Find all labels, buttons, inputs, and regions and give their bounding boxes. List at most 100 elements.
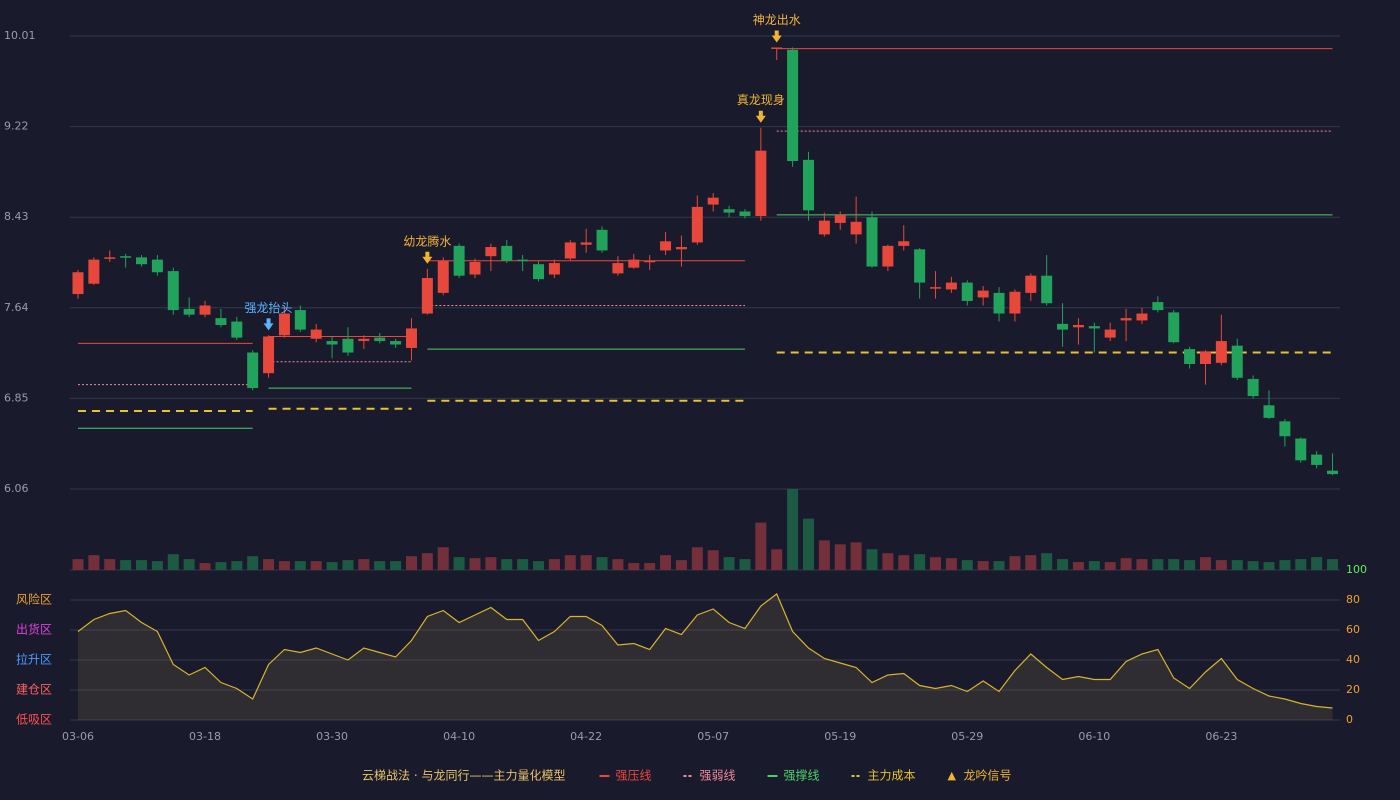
candle-body: [548, 263, 560, 275]
volume-bar: [215, 562, 227, 570]
legend-title: 云梯战法 · 与龙同行——主力量化模型: [362, 769, 565, 783]
candle-body: [215, 318, 227, 326]
candle-body: [1104, 329, 1116, 338]
x-tick-label: 04-10: [443, 730, 475, 743]
candle-body: [231, 321, 243, 338]
candle-body: [485, 247, 497, 257]
candle-body: [310, 329, 322, 339]
volume-bar: [437, 547, 449, 570]
volume-bar: [405, 556, 417, 570]
volume-bar: [691, 547, 703, 570]
volume-bar: [1041, 553, 1053, 570]
volume-bar: [72, 559, 84, 570]
signal-label: 神龙出水: [753, 13, 801, 27]
y2-tick-label: 60: [1346, 623, 1360, 636]
candle-body: [453, 245, 465, 276]
volume-bar: [247, 556, 259, 570]
candle-body: [1057, 323, 1069, 330]
candle-body: [326, 341, 338, 345]
signal-arrow: [263, 318, 274, 331]
candle-body: [723, 209, 735, 213]
volume-bar: [183, 559, 195, 570]
volume-bar: [1152, 559, 1164, 570]
candle-body: [612, 263, 624, 274]
volume-bar: [151, 561, 163, 570]
candle-body: [596, 229, 608, 251]
candle-body: [1009, 291, 1021, 314]
candle-body: [104, 257, 116, 259]
volume-bar: [517, 559, 529, 570]
candle-body: [437, 260, 449, 293]
volume-bar: [199, 563, 211, 570]
candle-body: [707, 197, 719, 205]
candle-body: [834, 214, 846, 223]
y2-tick-label: 20: [1346, 683, 1360, 696]
volume-bar: [278, 561, 290, 570]
candle-body: [517, 259, 529, 262]
legend-label: 强弱线: [699, 769, 735, 783]
volume-bar: [374, 561, 386, 570]
candle-body: [151, 259, 163, 273]
volume-bar: [390, 561, 402, 570]
candle-body: [390, 341, 402, 345]
signal-label: 真龙现身: [737, 92, 785, 107]
volume-bar: [739, 559, 751, 570]
volume-bar: [675, 560, 687, 570]
zone-label: 拉升区: [16, 652, 52, 667]
volume-bar: [533, 561, 545, 570]
candle-body: [263, 336, 275, 374]
volume-bar: [914, 554, 926, 570]
legend-label: 强压线: [615, 769, 651, 783]
volume-bar: [485, 557, 497, 570]
candle-body: [914, 249, 926, 283]
volume-bar: [1009, 556, 1021, 570]
x-tick-label: 03-30: [316, 730, 348, 743]
candle-body: [850, 221, 862, 235]
x-tick-label: 03-06: [62, 730, 94, 743]
volume-bar: [977, 561, 989, 570]
volume-bar: [1279, 560, 1291, 570]
signal-label: 幼龙腾水: [403, 233, 451, 248]
volume-bar: [850, 542, 862, 570]
y2-tick-label: 100: [1346, 563, 1367, 576]
y-tick-label: 9.22: [4, 120, 29, 133]
candle-body: [1041, 275, 1053, 304]
zone-label: 出货区: [16, 622, 52, 637]
legend-label: 强撑线: [783, 768, 819, 783]
volume-bar: [294, 561, 306, 570]
volume-bar: [326, 562, 338, 570]
signal-label: 强龙抬头: [245, 301, 293, 315]
volume-bar: [787, 489, 799, 570]
candle-body: [1295, 438, 1307, 461]
candle-body: [993, 292, 1005, 314]
volume-bar: [866, 549, 878, 570]
volume-bar: [167, 554, 179, 570]
volume-bar: [755, 522, 767, 570]
signal-arrow: [771, 30, 782, 43]
volume-bar: [1311, 557, 1323, 570]
volume-bar: [421, 553, 433, 570]
candle-body: [675, 247, 687, 250]
y-tick-label: 10.01: [4, 29, 36, 42]
candle-body: [358, 338, 370, 342]
volume-bar: [342, 560, 354, 570]
volume-bar: [1215, 560, 1227, 570]
candle-body: [898, 241, 910, 246]
candle-body: [930, 287, 942, 289]
candle-body: [374, 337, 386, 342]
candle-body: [961, 282, 973, 301]
volume-bar: [310, 561, 322, 570]
candle-body: [628, 259, 640, 268]
legend-marker: ▲: [948, 769, 957, 782]
x-tick-label: 05-19: [824, 730, 856, 743]
candle-body: [1263, 405, 1275, 418]
candle-body: [469, 261, 481, 275]
volume-bar: [993, 561, 1005, 570]
candle-body: [739, 211, 751, 217]
candle-body: [421, 277, 433, 314]
volume-bar: [945, 558, 957, 570]
volume-bar: [612, 559, 624, 570]
volume-bar: [961, 560, 973, 570]
candle-body: [882, 245, 894, 267]
volume-bar: [882, 553, 894, 570]
